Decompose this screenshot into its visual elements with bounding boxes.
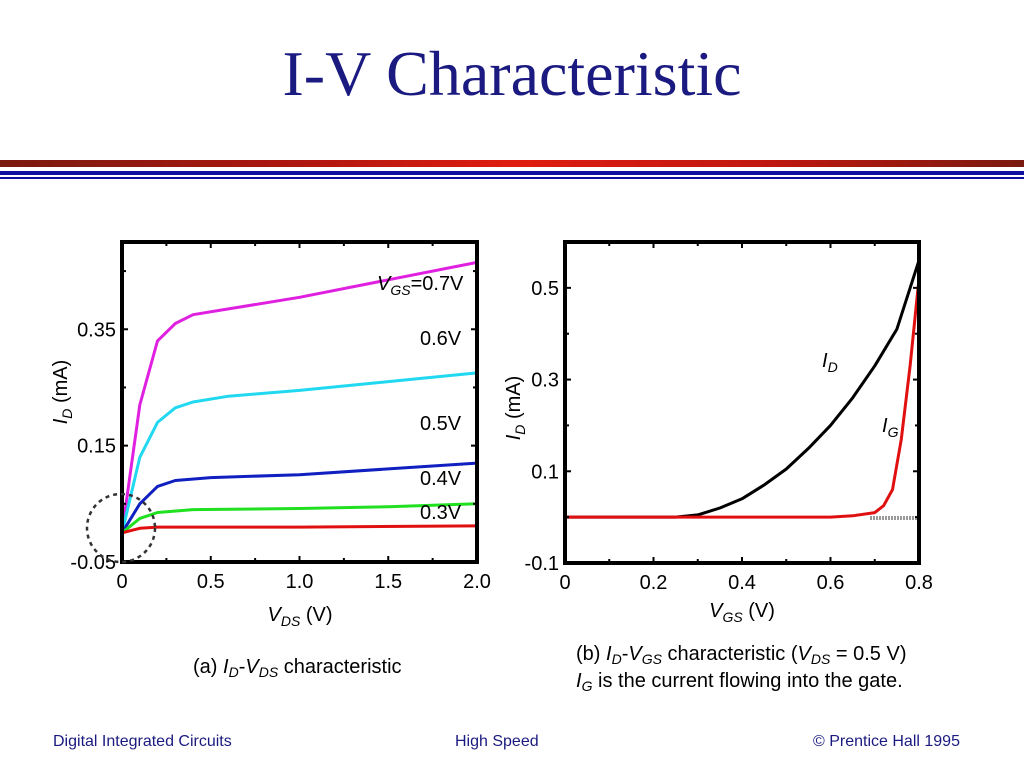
series-label-ig: IG: [882, 415, 899, 440]
chart-b-xtick-label: 0.6: [817, 572, 845, 594]
chart-a-id-vds: 0 0.5 1.0 1.5 2.0 -0.05 0.15 0.35 VDS (V) ID (m…: [50, 240, 491, 629]
chart-a-series-0-6v: [120, 371, 478, 534]
footer-course-title: Digital Integrated Circuits: [53, 733, 232, 750]
chart-b-xlabel: VGS (V): [709, 600, 775, 625]
chart-a-ytick-label: 0.35: [77, 319, 116, 341]
chart-b-ytick-label: 0.3: [531, 370, 559, 392]
title-rule-red: [0, 160, 1024, 167]
chart-a-caption: (a) ID-VDS characteristic: [193, 656, 402, 680]
chart-a-xtick-label: 1.0: [286, 571, 314, 593]
footer-section: High Speed: [455, 733, 539, 750]
chart-b-xtick-label: 0.8: [905, 572, 933, 594]
series-label-0-4: 0.4V: [420, 468, 462, 490]
chart-b-xtick-label: 0.4: [728, 572, 756, 594]
chart-a-ylabel: ID (mA): [50, 360, 75, 425]
series-label-0-5: 0.5V: [420, 413, 462, 435]
series-label-0-6: 0.6V: [420, 328, 462, 350]
chart-a-series-vgs-0-7v: [120, 260, 478, 534]
chart-a-highlight-circle: [85, 492, 157, 564]
chart-a-ytick-label: -0.05: [70, 552, 116, 574]
chart-a-series-0-5v: [120, 461, 478, 534]
chart-b-xtick-label: 0: [559, 572, 570, 594]
chart-a-xtick-label: 0: [116, 571, 127, 593]
chart-b-ytick-label: 0.1: [531, 461, 559, 483]
series-label-0-3: 0.3V: [420, 502, 462, 524]
chart-b-ytick-label: -0.1: [525, 553, 559, 575]
chart-b-xtick-label: 0.2: [640, 572, 668, 594]
chart-b-series-ig: [565, 278, 921, 519]
series-label-id: ID: [822, 350, 838, 375]
chart-b-ytick-label: 0.5: [531, 278, 559, 300]
chart-b-caption-line1: (b) ID-VGS characteristic (VDS = 0.5 V): [576, 643, 907, 667]
chart-a-xlabel: VDS (V): [267, 604, 332, 629]
series-label-vgs-0-7: VGS=0.7V: [377, 273, 464, 298]
title-rule-blue-thin: [0, 177, 1024, 179]
chart-a-xtick-label: 0.5: [197, 571, 225, 593]
footer-copyright: © Prentice Hall 1995: [813, 733, 960, 750]
chart-a-xtick-label: 2.0: [463, 571, 491, 593]
chart-a-series-0-4v: [121, 502, 478, 535]
chart-b-id-vgs: 0 0.2 0.4 0.6 0.8 -0.1 0.1 0.3 0.5 VGS (V) ID (m…: [503, 240, 933, 625]
slide-title: I-V Characteristic: [282, 38, 742, 109]
chart-b-ylabel: ID (mA): [503, 376, 528, 441]
chart-b-series-id: [565, 259, 921, 519]
chart-a-ytick-label: 0.15: [77, 436, 116, 458]
title-rule-blue: [0, 171, 1024, 175]
chart-b-caption-line2: IG is the current flowing into the gate.: [576, 670, 903, 694]
chart-a-series-0-3v: [121, 524, 478, 535]
chart-a-xtick-label: 1.5: [374, 571, 402, 593]
